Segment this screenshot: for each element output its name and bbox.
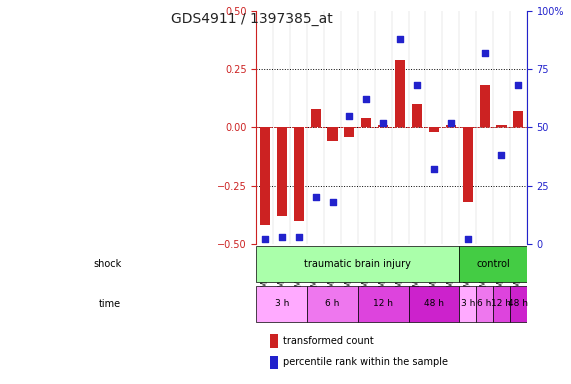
Bar	[361, 118, 371, 127]
Bar	[260, 127, 270, 225]
FancyBboxPatch shape	[256, 286, 307, 322]
FancyBboxPatch shape	[408, 286, 459, 322]
Point	[362, 96, 371, 103]
Text: 12 h: 12 h	[373, 300, 393, 308]
Text: percentile rank within the sample: percentile rank within the sample	[283, 357, 448, 367]
Bar	[513, 111, 524, 127]
Point	[480, 50, 489, 56]
Point	[429, 166, 439, 172]
Bar	[496, 125, 506, 127]
Point	[446, 120, 455, 126]
FancyBboxPatch shape	[459, 246, 527, 282]
Point	[514, 83, 523, 89]
Bar	[446, 125, 456, 127]
FancyBboxPatch shape	[493, 286, 510, 322]
Text: transformed count: transformed count	[283, 336, 374, 346]
Point	[328, 199, 337, 205]
Bar	[327, 127, 337, 141]
Bar	[395, 60, 405, 127]
Point	[396, 36, 405, 42]
Point	[497, 152, 506, 159]
Text: shock: shock	[93, 259, 121, 269]
Text: GDS4911 / 1397385_at: GDS4911 / 1397385_at	[171, 12, 333, 25]
Bar	[311, 109, 321, 127]
FancyBboxPatch shape	[510, 286, 527, 322]
Point	[278, 234, 287, 240]
FancyBboxPatch shape	[307, 286, 358, 322]
Text: control: control	[476, 259, 510, 269]
Bar	[270, 356, 278, 369]
Point	[311, 194, 320, 200]
Bar	[270, 334, 278, 348]
Bar	[480, 86, 490, 127]
Point	[379, 120, 388, 126]
Text: 48 h: 48 h	[424, 300, 444, 308]
Text: time: time	[99, 299, 121, 309]
Text: 6 h: 6 h	[477, 300, 492, 308]
Point	[345, 113, 354, 119]
Point	[260, 236, 270, 242]
Bar	[412, 104, 422, 127]
Text: 3 h: 3 h	[460, 300, 475, 308]
Text: traumatic brain injury: traumatic brain injury	[304, 259, 411, 269]
Text: 3 h: 3 h	[275, 300, 289, 308]
Bar	[429, 127, 439, 132]
Text: 6 h: 6 h	[325, 300, 340, 308]
FancyBboxPatch shape	[459, 286, 476, 322]
FancyBboxPatch shape	[358, 286, 408, 322]
Bar	[463, 127, 473, 202]
Bar	[277, 127, 287, 216]
Text: 12 h: 12 h	[492, 300, 512, 308]
Bar	[344, 127, 355, 137]
Point	[412, 83, 421, 89]
Point	[463, 236, 472, 242]
FancyBboxPatch shape	[476, 286, 493, 322]
Bar	[378, 125, 388, 127]
Point	[294, 234, 303, 240]
FancyBboxPatch shape	[256, 246, 459, 282]
Text: 48 h: 48 h	[508, 300, 528, 308]
Bar	[293, 127, 304, 221]
